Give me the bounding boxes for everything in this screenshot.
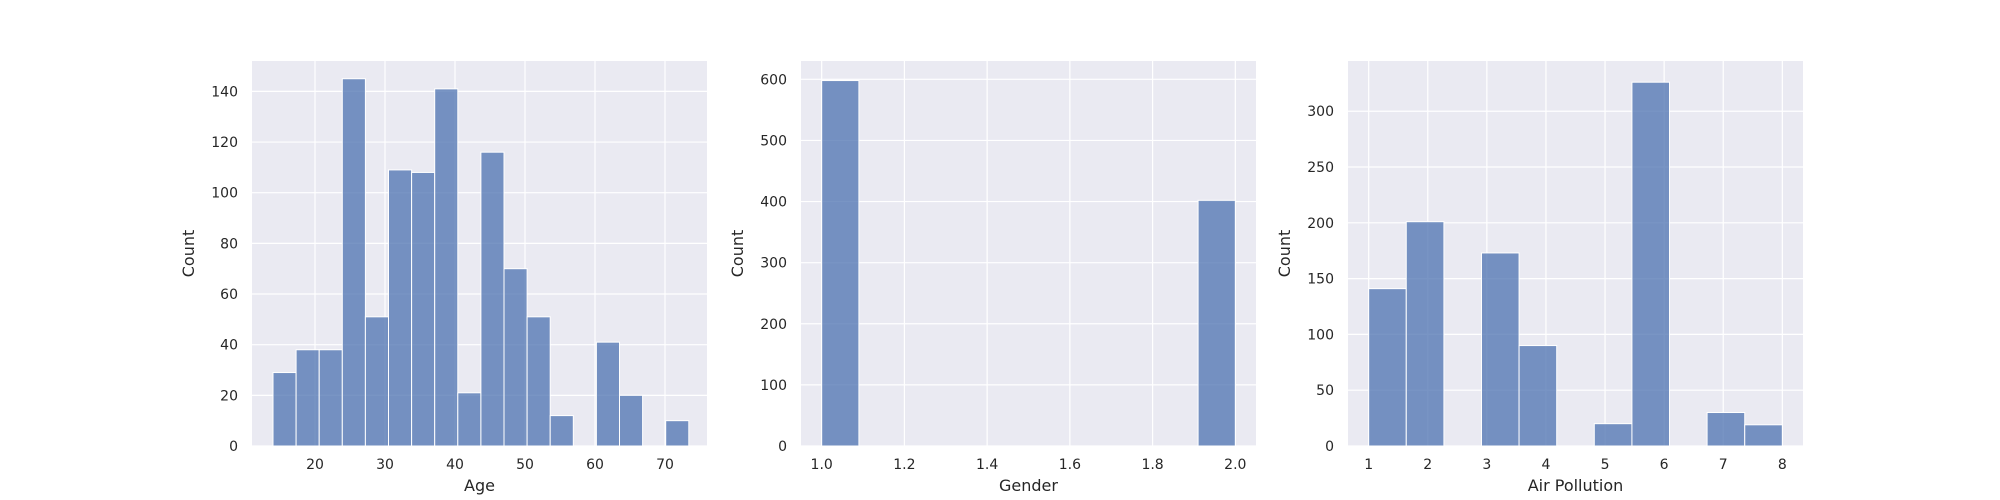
age-histogram-bar <box>411 171 436 447</box>
gender-x-tick-label: 1.4 <box>976 457 998 473</box>
air-pollution-histogram-bar <box>1593 423 1633 447</box>
air-pollution-y-axis-label: Count <box>1275 230 1294 278</box>
age-histogram-bar <box>341 78 366 447</box>
age-histogram-bar <box>272 372 297 447</box>
air-pollution-histogram-bar <box>1631 81 1671 447</box>
air-pollution-x-tick-label: 1 <box>1364 457 1373 473</box>
gender-plot-area <box>801 61 1256 446</box>
age-y-tick-label: 100 <box>211 186 238 202</box>
age-x-tick-label: 40 <box>446 457 464 473</box>
age-y-axis-label: Count <box>179 230 198 278</box>
age-histogram-bar <box>388 169 413 447</box>
air-pollution-histogram-bar <box>1405 221 1445 447</box>
age-histogram-bar <box>434 88 459 447</box>
age-histogram-bar <box>480 151 505 447</box>
gender-y-tick-label: 100 <box>760 378 787 394</box>
air-pollution-x-axis-label: Air Pollution <box>1528 476 1624 495</box>
air-pollution-histogram-panel: 0 50 100 150 200 250 300 1 2 3 4 5 6 7 8 Air Pollution C… <box>1275 61 1803 495</box>
air-pollution-y-tick-label: 0 <box>1325 439 1334 455</box>
air-pollution-y-tick-label: 100 <box>1307 327 1334 343</box>
age-x-tick-label: 20 <box>306 457 324 473</box>
age-y-tick-label: 80 <box>220 236 238 252</box>
air-pollution-histogram-bar <box>1368 288 1407 447</box>
air-pollution-x-tick-label: 4 <box>1541 457 1550 473</box>
air-pollution-y-tick-label: 150 <box>1307 272 1334 288</box>
air-pollution-x-tick-label: 7 <box>1719 457 1728 473</box>
age-y-tick-label: 140 <box>211 84 238 100</box>
air-pollution-x-tick-label: 3 <box>1482 457 1491 473</box>
gender-histogram-bar <box>1197 199 1236 447</box>
air-pollution-histogram-bar <box>1518 345 1558 447</box>
age-y-tick-label: 40 <box>220 338 238 354</box>
age-y-tick-label: 120 <box>211 135 238 151</box>
age-x-tick-label: 60 <box>586 457 604 473</box>
age-histogram-bar <box>364 316 389 447</box>
age-y-tick-label: 20 <box>220 388 238 404</box>
age-x-tick-label: 70 <box>656 457 674 473</box>
air-pollution-x-tick-label: 8 <box>1778 457 1787 473</box>
air-pollution-y-tick-label: 250 <box>1307 160 1334 176</box>
age-histogram-panel: 0 20 40 60 80 100 120 140 20 30 40 50 60 70 Age Count <box>179 61 707 495</box>
gender-y-tick-label: 400 <box>760 195 787 211</box>
air-pollution-x-tick-label: 6 <box>1660 457 1669 473</box>
gender-y-axis-label: Count <box>728 230 747 278</box>
age-histogram-bar <box>503 268 528 447</box>
age-histogram-bar <box>549 415 574 447</box>
gender-y-tick-label: 600 <box>760 72 787 88</box>
air-pollution-y-tick-label: 200 <box>1307 216 1334 232</box>
air-pollution-histogram-bar <box>1744 424 1783 447</box>
air-pollution-y-tick-label: 50 <box>1316 383 1334 399</box>
air-pollution-histogram-bar <box>1706 412 1746 447</box>
age-x-tick-label: 30 <box>376 457 394 473</box>
age-histogram-bar <box>619 394 644 447</box>
gender-x-tick-label: 2.0 <box>1224 457 1246 473</box>
air-pollution-y-tick-label: 300 <box>1307 104 1334 120</box>
gender-x-tick-label: 1.6 <box>1059 457 1081 473</box>
air-pollution-histogram-bar <box>1480 252 1520 447</box>
age-histogram-bar <box>665 420 690 447</box>
age-histogram-bar <box>457 392 482 447</box>
age-histogram-bar <box>526 316 551 447</box>
gender-y-tick-label: 300 <box>760 256 787 272</box>
gender-x-tick-label: 1.8 <box>1141 457 1163 473</box>
age-x-axis-label: Age <box>464 476 495 495</box>
gender-y-tick-label: 200 <box>760 317 787 333</box>
age-histogram-bar <box>295 349 320 447</box>
gender-histogram-panel: 0 100 200 300 400 500 600 1.0 1.2 1.4 1.6 1.8 2.0 Gen… <box>728 61 1256 495</box>
age-histogram-bar <box>318 349 343 447</box>
age-histogram-bar <box>595 341 621 447</box>
air-pollution-x-tick-label: 2 <box>1423 457 1432 473</box>
age-y-tick-label: 0 <box>229 439 238 455</box>
air-pollution-x-tick-label: 5 <box>1601 457 1610 473</box>
gender-x-tick-label: 1.0 <box>811 457 833 473</box>
age-y-tick-label: 60 <box>220 287 238 303</box>
gender-y-tick-label: 0 <box>778 439 787 455</box>
gender-x-tick-label: 1.2 <box>893 457 915 473</box>
gender-histogram-bar <box>821 80 860 447</box>
gender-y-tick-label: 500 <box>760 133 787 149</box>
age-x-tick-label: 50 <box>516 457 534 473</box>
gender-x-axis-label: Gender <box>999 476 1058 495</box>
